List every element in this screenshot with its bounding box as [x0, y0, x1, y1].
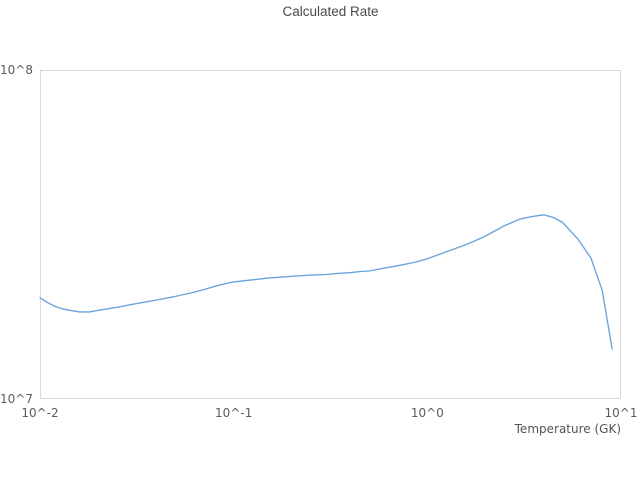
x-tick-label: 10^0 — [410, 406, 444, 420]
y-tick-label: 10^7 — [0, 392, 33, 406]
x-tick-label: 10^-1 — [215, 406, 253, 420]
x-tick-label: 10^1 — [604, 406, 638, 420]
chart-title: Calculated Rate — [282, 4, 379, 19]
x-axis-title: Temperature (GK) — [514, 422, 621, 436]
plot-border — [40, 70, 621, 399]
x-tick-label: 10^-2 — [21, 406, 59, 420]
rate-curve — [39, 214, 613, 350]
y-tick-label: 10^8 — [0, 63, 33, 77]
